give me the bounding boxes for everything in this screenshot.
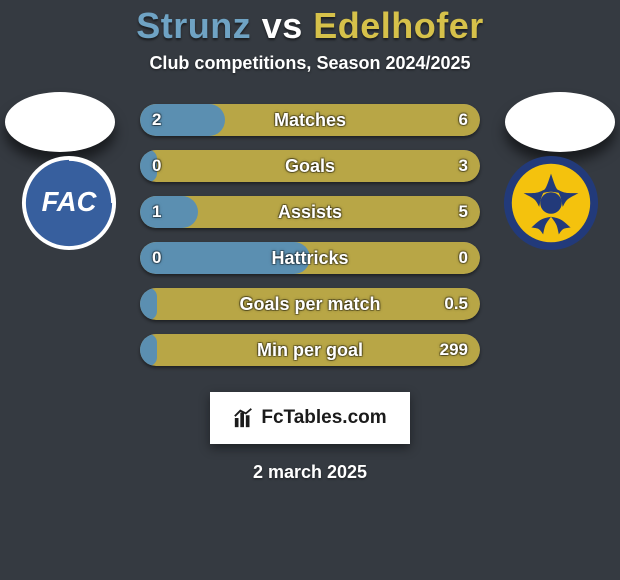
stat-row: 15Assists <box>140 196 480 228</box>
stat-fill-left <box>140 242 310 274</box>
brand-badge-icon <box>233 407 255 429</box>
footer-date: 2 march 2025 <box>0 462 620 483</box>
comparison-body: FAC 26Matches03Goals15Assists00Hattri <box>0 104 620 366</box>
stat-row: 299Min per goal <box>140 334 480 366</box>
stat-row: 03Goals <box>140 150 480 182</box>
title-player-left: Strunz <box>136 5 251 46</box>
svg-text:FAC: FAC <box>42 186 98 217</box>
stat-track <box>140 334 480 366</box>
stat-row: 0.5Goals per match <box>140 288 480 320</box>
stat-track <box>140 288 480 320</box>
brand-badge-text: FcTables.com <box>261 407 386 429</box>
page-title: Strunz vs Edelhofer <box>0 5 620 47</box>
club-logo-left: FAC <box>20 154 118 252</box>
vienna-logo-icon <box>502 154 600 252</box>
halo-right <box>505 92 615 152</box>
fac-logo-icon: FAC <box>20 154 118 252</box>
stat-track <box>140 150 480 182</box>
comparison-card: Strunz vs Edelhofer Club competitions, S… <box>0 0 620 580</box>
stat-row: 00Hattricks <box>140 242 480 274</box>
stat-fill-left <box>140 196 198 228</box>
stat-row: 26Matches <box>140 104 480 136</box>
brand-badge: FcTables.com <box>210 392 410 444</box>
subtitle: Club competitions, Season 2024/2025 <box>0 53 620 74</box>
title-player-right: Edelhofer <box>313 5 484 46</box>
club-logo-right <box>502 154 600 252</box>
stat-fill-left <box>140 104 225 136</box>
halo-left <box>5 92 115 152</box>
stat-fill-left <box>140 334 157 366</box>
stats-list: 26Matches 03Goals 15Assists 00Hattricks 0.5G… <box>140 104 480 366</box>
title-vs: vs <box>262 5 303 46</box>
stat-fill-left <box>140 288 157 320</box>
stat-fill-left <box>140 150 157 182</box>
